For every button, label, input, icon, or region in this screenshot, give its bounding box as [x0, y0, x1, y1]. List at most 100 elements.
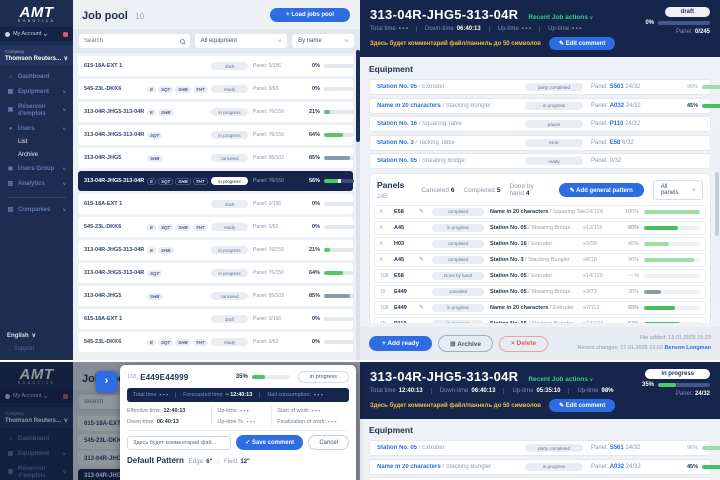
panels-filter-canceled[interactable]: Canceled 6 [421, 186, 455, 194]
panel-row[interactable]: 8 H03 ✎ completed Station No. 16 / Extru… [374, 237, 706, 251]
panel-row[interactable]: 15 P110 ✎ in progress Station No. 16 / S… [374, 317, 706, 324]
panel-row[interactable]: 168 E58 ✎ Done by hand Station No. 05 / … [374, 269, 706, 283]
panel-row[interactable]: 8 E58 ✎ completed Name in 20 characters … [374, 205, 706, 219]
sidebar-item-companies[interactable]: ▤ Companies ∨ [0, 203, 73, 218]
equipment-row[interactable]: Station No. 05 / Extruder party complete… [369, 79, 720, 95]
search-input[interactable] [84, 38, 180, 44]
equipment-row[interactable]: Name in 20 characters / Stacking Bungler… [369, 458, 720, 475]
panel-progress-bar [644, 305, 700, 310]
panel-ratio: e3/98 [583, 240, 597, 247]
job-row[interactable]: 545-23L-DKK6 E SQT SHB THT ready Panel: 0/6… [78, 79, 354, 99]
panel-row[interactable]: 168 E449 ✎ in progress Name in 20 charac… [374, 301, 706, 315]
job-panel-count: Panel: 0/63 [253, 86, 279, 92]
panel-code: E449 [394, 288, 407, 295]
support-link[interactable]: ◌ Support [7, 346, 66, 352]
job-row[interactable]: 615-18A-EXT 1 draft Panel: 0/156 0% [78, 56, 354, 76]
chevron-down-icon: ∨ [31, 333, 37, 339]
job-row[interactable]: 615-18A-EXT 1 draft Panel: 0/156 0% [78, 309, 354, 329]
sidebar-item[interactable]: ▣ Réservoir d'emplois ∨ [0, 100, 73, 122]
equipment-filter-select[interactable]: All equipment ∨ [194, 34, 288, 48]
job-row[interactable]: 545-23L-DKK6 E SQT SHB THT ready Panel: 0/6… [78, 217, 354, 237]
job-progress-bar [324, 64, 354, 68]
add-general-pattern-button[interactable]: ✎ Add general pattern [558, 183, 644, 197]
time-stat: Nail consumption: - - - [259, 392, 329, 398]
panels-filter-completed[interactable]: Completed 5 [463, 186, 501, 194]
job-row[interactable]: 313-04R-JHG5 SHB canceled Panel: 95/102 … [78, 148, 354, 168]
panel-row[interactable]: 8 A45 ✎ in progress Station No. 05 / She… [374, 221, 706, 235]
panel-station-type: / Sheating Bridge [528, 288, 571, 295]
language-selector[interactable]: English ∨ [7, 332, 66, 340]
panel-row[interactable]: 15 E449 ✎ canceled Station No. 05 / Shea… [374, 285, 706, 299]
panel-status-chip: in progress [432, 319, 484, 324]
sidebar-item[interactable]: List [0, 136, 73, 149]
my-account-menu[interactable]: My Account ∨ [0, 27, 73, 41]
delete-button[interactable]: × Delete [499, 335, 549, 352]
scrollbar-thumb[interactable] [715, 172, 719, 236]
screen-top: AMT ROBOTICS My Account ∨ Company Thomso… [0, 0, 720, 360]
edit-comment-button[interactable]: ✎ Edit comment [548, 399, 616, 412]
comment-input[interactable] [127, 435, 232, 450]
pencil-icon[interactable]: ✎ [419, 305, 425, 312]
panel-row[interactable]: 8 A45 ✎ completed Station No. 3 / Stacki… [374, 253, 706, 267]
cancel-button[interactable]: Cancel [308, 435, 349, 450]
recent-job-actions-link[interactable]: Recent Job actions ∨ [528, 14, 594, 21]
job-row[interactable]: 313-04R-JHG5-313-04R E SQT SHB THT in progr… [78, 171, 354, 191]
equipment-row[interactable]: Station No. 05 / Sheating Bridge ready P… [369, 153, 711, 169]
job-row[interactable]: 313-04R-JHG5-313-04R SQT in progress Pan… [78, 125, 354, 145]
job-panel-count: Panel: 76/150 [253, 178, 284, 184]
sidebar-item[interactable]: ◉ Users Group ∨ [0, 162, 73, 177]
load-jobs-pool-button[interactable]: + Load jobs pool [270, 8, 350, 22]
sidebar-item[interactable]: ▣ Réservoir d'emplois ∨ [0, 462, 73, 480]
equipment-row[interactable]: Name in 20 characters / Stacking Bungler… [369, 97, 720, 114]
file-added-text: File added: 13.01.2025 15:23 [639, 335, 711, 342]
users-icon: ● [8, 125, 13, 132]
panels-filter-select[interactable]: All panels ∨ [652, 180, 703, 200]
job-row[interactable]: 313-04R-JHG5-313-04R E SHB in progress Pa… [78, 240, 354, 260]
detail-scrollbar[interactable] [715, 128, 719, 304]
pencil-icon[interactable]: ✎ [419, 257, 425, 264]
pencil-icon[interactable]: ✎ [419, 209, 425, 216]
sidebar-item[interactable]: ▦ Equipment ∨ [0, 447, 73, 462]
chevron-down-icon: ∨ [63, 418, 68, 424]
sidebar-item[interactable]: ⌂ Dashboard [0, 70, 73, 85]
job-row[interactable]: 313-04R-JHG5-313-04R SQT in progress Pan… [78, 263, 354, 283]
sidebar-item[interactable]: ▦ Equipment ∨ [0, 85, 73, 100]
station-panel: Panel: A032 24/32 [591, 463, 641, 470]
job-row[interactable]: 313-04R-JHG5 SHB canceled Panel: 95/102 … [78, 286, 354, 306]
panel-code: P110 [394, 321, 419, 324]
equipment-row[interactable]: Station No. 3 / Tacking Table error Pane… [369, 134, 711, 151]
panel-number: 15 [380, 288, 386, 295]
add-ready-button[interactable]: + Add ready [369, 336, 433, 352]
panel-code: E449 [394, 304, 407, 311]
notification-bell-icon[interactable] [63, 393, 68, 399]
job-row[interactable]: 545-23L-DKK6 E SQT SHB THT ready Panel: 0/6… [78, 332, 354, 352]
job-row[interactable]: 313-04R-JHG5-313-04R E SHB in progress Pa… [78, 102, 354, 122]
archive-button[interactable]: ⊞ Archive [438, 335, 494, 353]
sidebar-item[interactable]: ▥ Analytics ∨ [0, 177, 73, 192]
search-box[interactable] [79, 34, 190, 48]
job-badge: THT [192, 338, 208, 346]
collapse-panel-button[interactable]: › [96, 371, 117, 392]
sidebar-item[interactable]: ⌂ Dashboard [0, 432, 73, 447]
job-list-scrollbar[interactable] [356, 48, 360, 360]
job-progress-bar [324, 248, 354, 252]
author-link[interactable]: Benson Longman [664, 344, 711, 351]
equipment-row[interactable]: Station No. 16 / Squaring Table pause Pa… [369, 116, 711, 132]
panels-filter-byhand[interactable]: Done by hand 4 [509, 183, 534, 197]
sidebar-item[interactable]: Archive [0, 149, 73, 162]
scrollbar-thumb[interactable] [356, 50, 360, 142]
sort-filter-select[interactable]: By name ∨ [292, 34, 354, 48]
job-status-chip: in progress [211, 177, 248, 185]
my-account-menu[interactable]: My Account ∨ [0, 389, 73, 403]
recent-job-actions-link[interactable]: Recent Job actions ∨ [528, 376, 594, 383]
company-selector[interactable]: Company Thomson Reuters... ∨ [0, 407, 73, 428]
job-row[interactable]: 615-18A-EXT 1 draft Panel: 0/156 0% [78, 194, 354, 214]
edit-comment-button[interactable]: ✎ Edit comment [548, 37, 616, 50]
notification-bell-icon[interactable] [63, 31, 68, 37]
company-selector[interactable]: Company Thomson Reuters... ∨ [0, 45, 73, 66]
sidebar-item[interactable]: ● Users ∨ [0, 122, 73, 137]
equipment-row[interactable]: Station No. 05 / Extruder party complete… [369, 440, 720, 456]
equipment-row[interactable]: Station No. 16 / Squaring Table pause Pa… [369, 477, 711, 480]
job-panel-count: Panel: 0/156 [253, 201, 282, 207]
save-comment-button[interactable]: ✓ Save comment [236, 435, 304, 450]
